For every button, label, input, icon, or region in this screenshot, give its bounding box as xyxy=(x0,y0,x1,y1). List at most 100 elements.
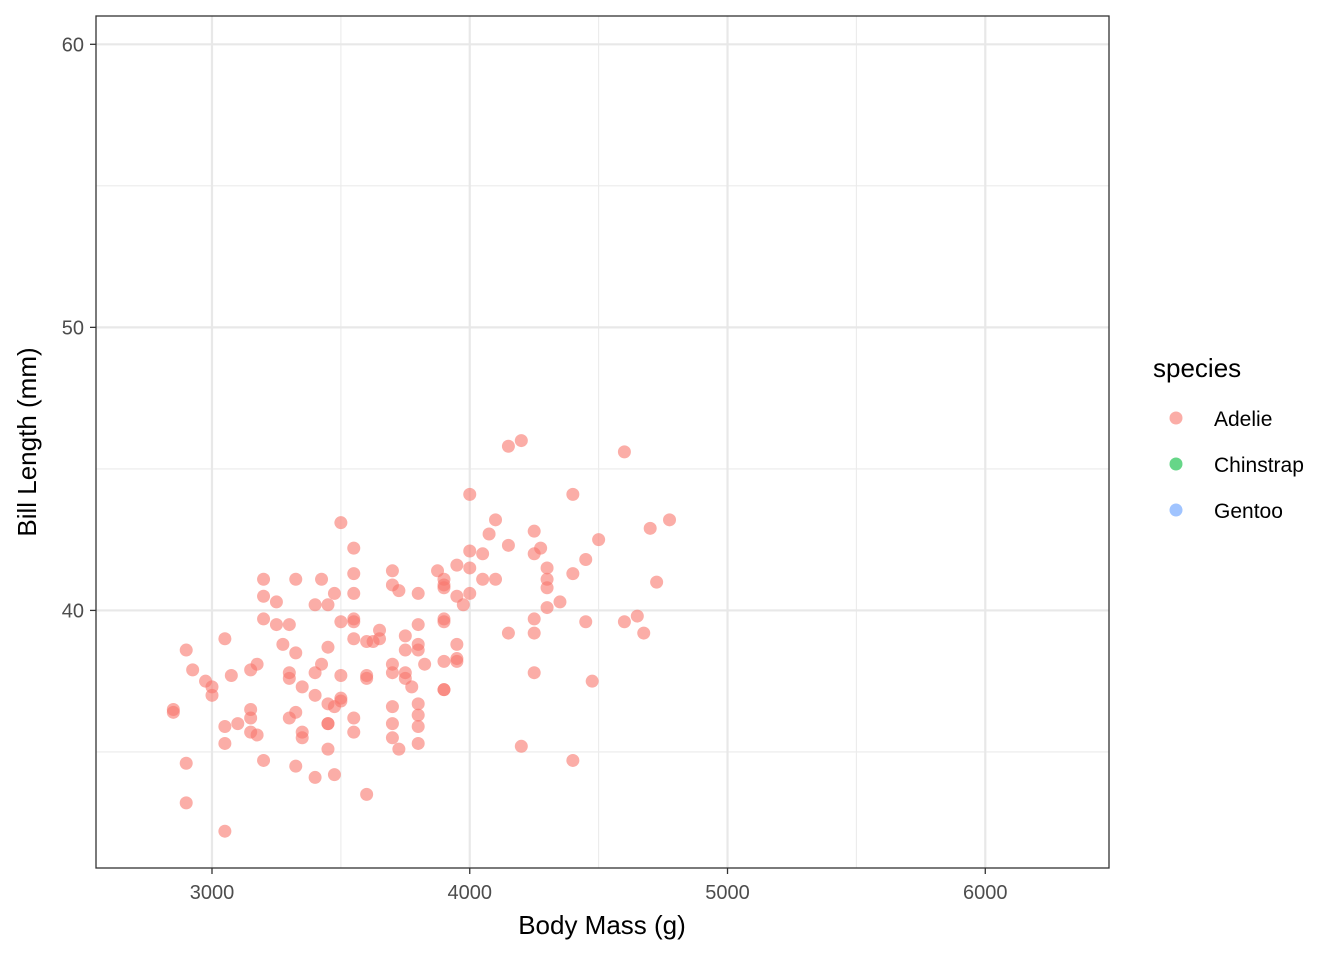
data-point xyxy=(450,654,464,668)
data-point xyxy=(553,595,567,609)
data-point xyxy=(637,626,651,640)
data-point xyxy=(450,558,464,572)
data-point xyxy=(218,719,232,733)
data-point xyxy=(579,615,593,629)
data-point xyxy=(514,434,528,448)
data-point xyxy=(218,824,232,838)
data-point xyxy=(527,666,541,680)
grid-major xyxy=(96,16,1109,868)
data-point xyxy=(392,584,406,598)
data-point xyxy=(630,609,644,623)
data-point xyxy=(385,731,399,745)
data-point xyxy=(450,637,464,651)
data-point xyxy=(334,516,348,530)
data-point xyxy=(392,742,406,756)
data-point xyxy=(186,663,200,677)
data-point xyxy=(514,739,528,753)
data-point xyxy=(321,742,335,756)
data-point xyxy=(463,586,477,600)
data-point xyxy=(411,736,425,750)
x-tick-label: 5000 xyxy=(705,882,750,904)
data-point xyxy=(437,683,451,697)
legend-key xyxy=(1169,457,1183,471)
data-point xyxy=(244,711,258,725)
data-point xyxy=(540,561,554,575)
x-tick-label: 6000 xyxy=(963,882,1008,904)
data-point xyxy=(411,586,425,600)
data-point xyxy=(250,728,264,742)
data-point xyxy=(643,521,657,535)
data-point xyxy=(456,598,470,612)
data-point xyxy=(321,717,335,731)
y-axis-ticks: 40 50 60 xyxy=(62,34,96,622)
data-point xyxy=(411,708,425,722)
data-point xyxy=(527,612,541,626)
data-point xyxy=(437,615,451,629)
data-points xyxy=(166,434,677,838)
x-axis-title: Body Mass (g) xyxy=(518,910,686,940)
data-point xyxy=(321,640,335,654)
data-point xyxy=(463,544,477,558)
data-point xyxy=(501,439,515,453)
data-point xyxy=(501,538,515,552)
data-point xyxy=(663,513,677,527)
grid-minor xyxy=(96,16,1109,868)
data-point xyxy=(315,572,329,586)
data-point xyxy=(224,669,238,683)
data-point xyxy=(334,615,348,629)
data-point xyxy=(282,671,296,685)
legend-key xyxy=(1169,503,1183,517)
legend-label: Gentoo xyxy=(1214,500,1283,523)
data-point xyxy=(347,725,361,739)
legend-entries: Adelie Chinstrap Gentoo xyxy=(1169,408,1304,523)
data-point xyxy=(347,615,361,629)
data-point xyxy=(540,601,554,615)
data-point xyxy=(398,643,412,657)
data-point xyxy=(650,575,664,589)
data-point xyxy=(269,618,283,632)
data-point xyxy=(327,586,341,600)
legend: species Adelie Chinstrap Gentoo xyxy=(1153,353,1304,523)
data-point xyxy=(347,586,361,600)
data-point xyxy=(334,694,348,708)
data-point xyxy=(315,657,329,671)
data-point xyxy=(179,756,193,770)
data-point xyxy=(308,688,322,702)
data-point xyxy=(295,680,309,694)
data-point xyxy=(347,567,361,581)
data-point xyxy=(385,564,399,578)
data-point xyxy=(463,487,477,501)
data-point xyxy=(476,547,490,561)
data-point xyxy=(179,796,193,810)
data-point xyxy=(463,561,477,575)
plot-panel-border xyxy=(95,15,1110,869)
data-point xyxy=(405,680,419,694)
data-point xyxy=(566,753,580,767)
y-tick-label: 50 xyxy=(62,317,84,339)
data-point xyxy=(321,598,335,612)
data-point xyxy=(347,541,361,555)
data-point xyxy=(489,513,503,527)
data-point xyxy=(231,717,245,731)
data-point xyxy=(347,632,361,646)
data-point xyxy=(347,711,361,725)
data-point xyxy=(476,572,490,586)
data-point xyxy=(289,705,303,719)
data-point xyxy=(295,731,309,745)
legend-label: Adelie xyxy=(1214,408,1272,431)
data-point xyxy=(327,768,341,782)
data-point xyxy=(218,632,232,646)
data-point xyxy=(585,674,599,688)
data-point xyxy=(218,736,232,750)
data-point xyxy=(617,615,631,629)
data-point xyxy=(482,527,496,541)
data-point xyxy=(257,572,271,586)
data-point xyxy=(289,759,303,773)
data-point xyxy=(308,770,322,784)
data-point xyxy=(411,643,425,657)
y-axis-title: Bill Length (mm) xyxy=(12,347,42,536)
data-point xyxy=(360,671,374,685)
data-point xyxy=(540,581,554,595)
data-point xyxy=(166,705,180,719)
data-point xyxy=(411,697,425,711)
